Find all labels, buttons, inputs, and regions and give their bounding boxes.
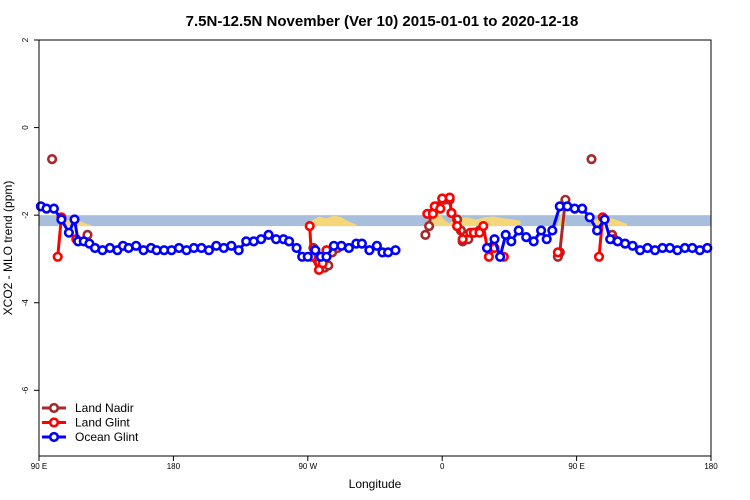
ocean-glint-point (356, 238, 368, 249)
topography-area-3 (449, 216, 521, 227)
ocean-glint-point (263, 229, 274, 240)
x-tick-label-2: 90 W (298, 462, 317, 471)
ocean-glint-point (513, 225, 524, 236)
ocean-glint-point (591, 225, 603, 236)
ocean-glint-point (364, 245, 375, 256)
ocean-glint-point (343, 242, 355, 254)
ocean-glint-point (489, 234, 500, 245)
ocean-glint-point (226, 240, 237, 251)
ocean-glint-point (63, 227, 74, 238)
plot-frame (38, 39, 712, 457)
legend-marker-ocean-glint (48, 431, 60, 443)
land-glint-point (52, 251, 63, 262)
ocean-glint-point (535, 225, 547, 236)
ocean-glint-point (371, 240, 383, 251)
ocean-glint-point (48, 203, 60, 214)
axes: 90 E 180 90 W 0 90 E 180 2 0 -2 -4 -6 (21, 37, 718, 471)
ocean-glint-point (547, 225, 558, 236)
ocean-glint-point (541, 234, 552, 245)
x-tick-label-5: 180 (704, 462, 718, 471)
chart-title: 7.5N-12.5N November (Ver 10) 2015-01-01 … (186, 13, 579, 30)
ocean-glint-point (521, 232, 532, 243)
y-tick-label-2: -2 (21, 211, 30, 219)
x-axis-label: Longitude (349, 477, 402, 491)
ocean-glint-point (584, 212, 595, 223)
y-tick-label-4: -6 (21, 386, 30, 394)
ocean-glint-point (256, 234, 267, 245)
x-tick-label-3: 0 (440, 462, 445, 471)
legend-marker-land-glint (48, 417, 60, 428)
ocean-glint-point (599, 214, 610, 225)
land-glint-point (446, 207, 457, 219)
land-nadir-point (420, 229, 431, 240)
ocean-glint-point (495, 251, 506, 262)
land-glint-point (552, 247, 564, 258)
ocean-glint-point (284, 236, 295, 247)
legend-label-land-glint: Land Glint (75, 416, 130, 430)
land-glint-point (435, 203, 446, 214)
plot-area (35, 154, 713, 276)
ocean-glint-point (500, 229, 511, 240)
land-nadir-point (46, 154, 58, 165)
ocean-glint-point (506, 236, 517, 247)
ocean-glint-point (69, 214, 80, 225)
land-nadir-point (586, 154, 597, 165)
ocean-glint-point (233, 245, 244, 256)
ocean-glint-point (577, 203, 588, 214)
ocean-glint-point (702, 242, 713, 254)
y-axis-label: XCO2 - MLO trend (ppm) (1, 181, 15, 316)
land-glint-point (444, 192, 455, 203)
land-glint-point (452, 221, 463, 232)
ocean-glint-point (627, 240, 638, 251)
land-glint-point (457, 234, 468, 245)
land-glint-point (304, 221, 315, 232)
ocean-glint-point (321, 251, 332, 262)
ocean-glint-point (310, 245, 321, 256)
ocean-glint-point (302, 251, 313, 262)
land-nadir-point (424, 221, 435, 232)
ocean-glint-point (56, 214, 67, 225)
y-tick-label-1: 0 (21, 125, 30, 130)
ocean-glint-point (291, 242, 302, 254)
ocean-glint-point (528, 236, 539, 247)
ocean-glint-point (131, 240, 142, 251)
y-tick-label-0: 2 (21, 37, 30, 42)
x-tick-label-4: 90 E (568, 462, 584, 471)
land-glint-point (478, 221, 489, 232)
land-glint-point (483, 251, 495, 262)
x-tick-label-0: 90 E (31, 462, 47, 471)
ocean-glint-point (203, 245, 214, 256)
land-glint-point (593, 251, 605, 262)
legend-label-land-nadir: Land Nadir (75, 401, 134, 415)
ocean-glint-point (390, 245, 401, 256)
ocean-glint-point (481, 242, 493, 254)
y-tick-label-3: -4 (21, 299, 30, 307)
topography-area-1 (304, 215, 357, 227)
legend-marker-land-nadir (48, 402, 60, 414)
legend-label-ocean-glint: Ocean Glint (75, 430, 139, 444)
x-tick-label-1: 180 (167, 462, 181, 471)
reference-band (39, 215, 711, 227)
